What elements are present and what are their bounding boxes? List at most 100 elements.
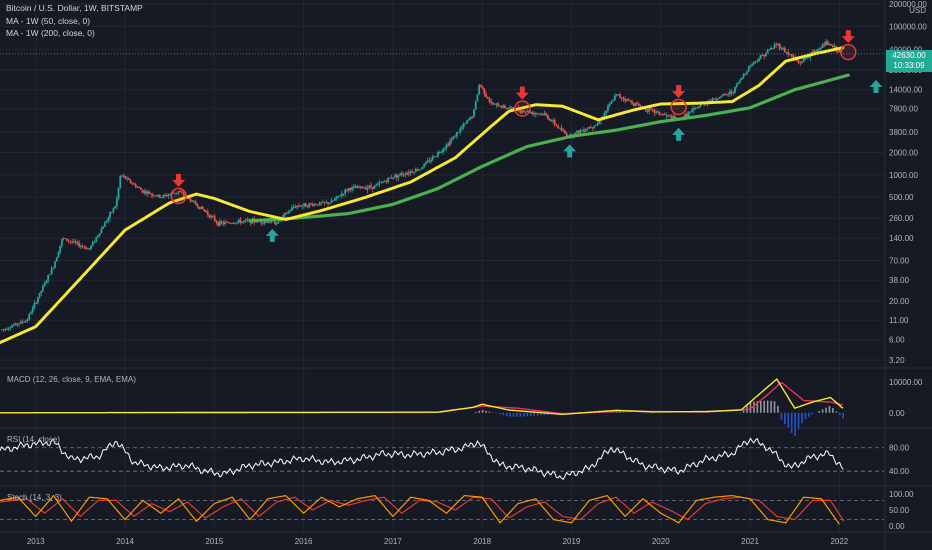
candle-body — [241, 221, 244, 224]
macd-histogram-bar — [619, 411, 621, 413]
candle-body — [771, 47, 774, 49]
candle-body — [277, 219, 280, 224]
candle-body — [282, 215, 285, 217]
buy-arrow-icon — [672, 127, 686, 141]
candle-body — [95, 237, 98, 242]
stoch-legend[interactable]: Stoch (14, 3, 3) — [7, 493, 62, 502]
candle-body — [596, 123, 599, 125]
candle-body — [495, 103, 498, 105]
macd-histogram-bar — [759, 400, 762, 413]
candle-body — [447, 144, 450, 146]
candle-body — [546, 115, 549, 119]
candle-body — [347, 188, 350, 191]
macd-histogram-bar — [838, 412, 841, 416]
macd-histogram-bar — [797, 412, 800, 430]
candle-body — [411, 171, 414, 173]
candle-body — [50, 268, 53, 275]
price-tick-label: 70.00 — [889, 257, 910, 266]
candle-body — [395, 175, 398, 178]
candle-body — [351, 187, 353, 191]
macd-histogram-bar — [478, 410, 480, 413]
candle-body — [308, 203, 311, 208]
time-tick-label: 2020 — [652, 537, 670, 546]
candle-body — [62, 238, 65, 240]
time-tick-label: 2015 — [205, 537, 223, 546]
candle-body — [478, 85, 481, 95]
sell-arrow-icon — [841, 30, 855, 44]
candle-body — [450, 138, 453, 142]
candle-body — [644, 107, 647, 111]
candle-body — [607, 105, 609, 111]
axes: USD200000.00100000.0049000.0026000.00140… — [27, 0, 928, 546]
candle-body — [227, 222, 230, 224]
price-tick-label: 3800.00 — [889, 128, 918, 137]
candle-body — [512, 107, 515, 110]
candle-body — [795, 58, 798, 62]
macd-histogram-bar — [742, 410, 745, 413]
candle-body — [777, 43, 779, 45]
ma200-line — [248, 73, 850, 223]
last-price-badge: 42630.00 10:33:09 — [886, 50, 932, 72]
candle-body — [224, 221, 226, 224]
candle-body — [481, 86, 484, 89]
candle-body — [445, 144, 448, 149]
candle-body — [502, 105, 505, 108]
macd-histogram-bar — [832, 407, 834, 413]
candle-body — [589, 127, 592, 128]
candle-body — [819, 47, 822, 49]
candle-body — [655, 111, 657, 113]
candle-body — [47, 275, 50, 281]
candle-body — [206, 212, 209, 215]
candle-body — [359, 186, 362, 188]
rsi-legend[interactable]: RSI (14, close) — [7, 435, 60, 444]
macd-histogram-bar — [777, 405, 779, 413]
candle-body — [500, 106, 503, 108]
candle-body — [23, 321, 26, 323]
candle-body — [176, 192, 178, 194]
candle-body — [263, 221, 266, 224]
candle-body — [653, 109, 656, 113]
ma200-legend[interactable]: MA - 1W (200, close, 0) — [6, 28, 95, 38]
candle-body — [57, 252, 60, 258]
stoch-panel — [0, 494, 884, 525]
macd-legend[interactable]: MACD (12, 26, close, 9, EMA, EMA) — [7, 375, 136, 384]
candle-body — [718, 97, 721, 99]
candle-body — [119, 176, 122, 188]
candle-body — [823, 44, 826, 46]
candle-body — [208, 214, 211, 218]
candle-body — [631, 100, 633, 104]
grid-lines — [0, 0, 884, 532]
ma50-legend[interactable]: MA - 1W (50, close, 0) — [6, 16, 91, 26]
candle-body — [694, 107, 697, 109]
candle-body — [648, 108, 651, 112]
candle-body — [768, 49, 771, 51]
candle-body — [734, 86, 736, 93]
candle-body — [270, 220, 273, 223]
candle-body — [129, 179, 132, 183]
macd-histogram-bar — [516, 412, 518, 417]
candle-body — [725, 94, 728, 95]
candle-body — [634, 103, 637, 106]
candle-body — [754, 61, 757, 62]
candle-body — [449, 141, 451, 146]
candle-body — [598, 120, 601, 124]
candle-body — [52, 267, 55, 269]
candle-body — [419, 169, 422, 170]
candle-body — [770, 47, 772, 50]
candle-body — [91, 242, 94, 246]
candle-body — [579, 130, 582, 134]
candle-body — [364, 187, 367, 190]
candle-body — [649, 108, 652, 109]
chart-title[interactable]: Bitcoin / U.S. Dollar, 1W, BITSTAMP — [6, 3, 143, 13]
candle-body — [807, 57, 810, 59]
price-tick-label: 2000.00 — [889, 148, 918, 157]
candle-body — [40, 290, 43, 293]
candle-body — [785, 51, 788, 53]
candle-body — [766, 49, 769, 53]
macd-histogram-bar — [835, 411, 838, 413]
time-tick-label: 2019 — [563, 537, 581, 546]
candle-body — [368, 185, 371, 188]
candle-body — [461, 127, 463, 129]
